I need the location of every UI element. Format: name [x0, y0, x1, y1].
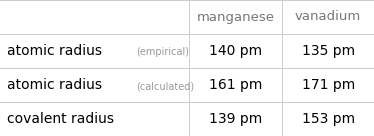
Text: atomic radius: atomic radius	[7, 44, 107, 58]
Text: (empirical): (empirical)	[136, 47, 189, 57]
Text: 140 pm: 140 pm	[209, 44, 262, 58]
Text: 161 pm: 161 pm	[209, 78, 262, 92]
Text: (calculated): (calculated)	[136, 81, 194, 91]
Text: 139 pm: 139 pm	[209, 112, 262, 126]
Text: 171 pm: 171 pm	[301, 78, 355, 92]
Text: manganese: manganese	[197, 10, 275, 24]
Text: vanadium: vanadium	[295, 10, 361, 24]
Text: covalent radius: covalent radius	[7, 112, 114, 126]
Text: 153 pm: 153 pm	[301, 112, 355, 126]
Text: atomic radius: atomic radius	[7, 78, 107, 92]
Text: 135 pm: 135 pm	[301, 44, 355, 58]
